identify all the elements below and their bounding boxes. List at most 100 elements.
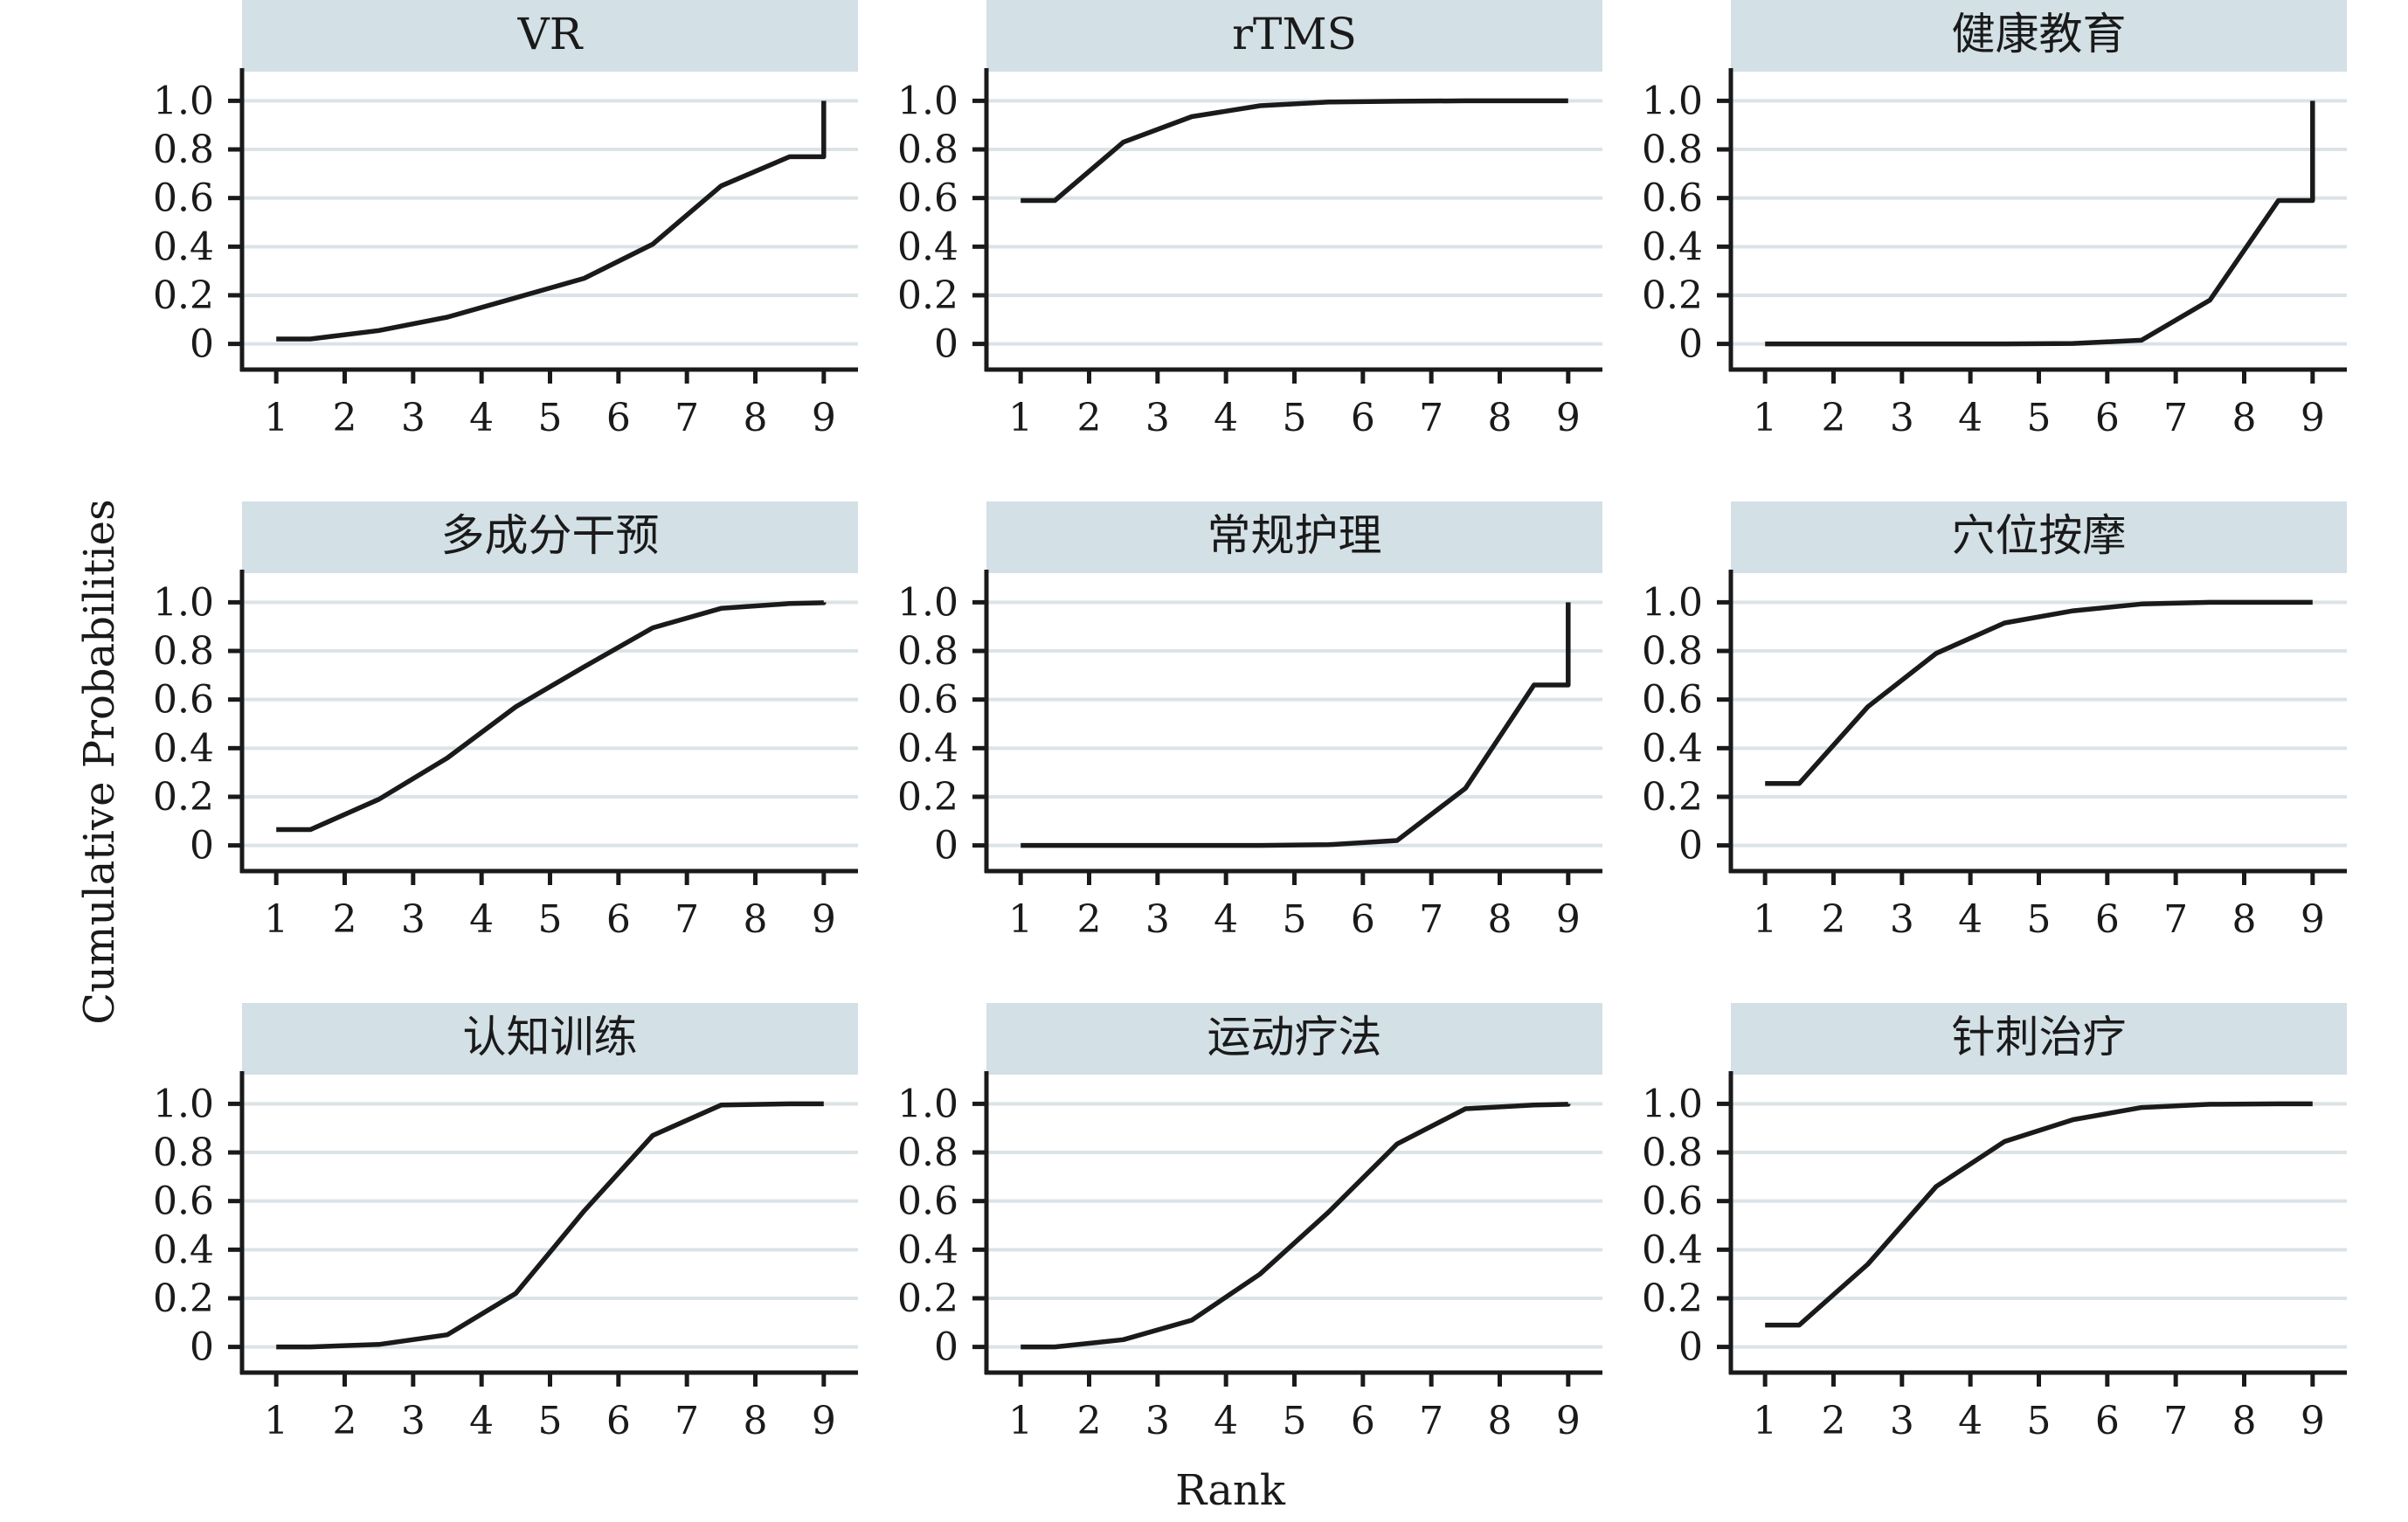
panel: 穴位按摩 00.20.40.60.81.0 1 2 3 4 5 6 7 8 9 [1642,502,2347,942]
series-line [1021,98,1568,204]
x-tick-label: 1 [1753,897,1777,942]
x-tick-label: 8 [744,1399,768,1443]
panel: 认知训练 00.20.40.6 0.8 1.0 1 2 3 4 5 6 7 8 9 [153,1003,858,1443]
y-tick-label: 0.2 [1642,775,1703,820]
y-tick-label: 1.0 [153,1082,214,1126]
y-tick-label: 0.2 [153,273,214,318]
y-tick-label: 0.6 [897,176,958,221]
y-tick-label: 0.6 [897,1180,958,1224]
series-line [276,100,827,342]
panel-title-strip [242,1003,858,1075]
x-tick-label: 1 [1008,1399,1033,1443]
panel-title: rTMS [1232,9,1357,59]
y-tick-label: 0.4 [1642,1228,1703,1272]
x-tick-label: 2 [333,897,357,942]
y-tick-label: 0.8 [1642,629,1703,674]
panel-title: 常规护理 [1207,510,1382,561]
panel-title-strip [1731,0,2347,72]
x-tick-label: 7 [675,1399,699,1443]
x-tick-label: 5 [1283,897,1307,942]
panel-title-strip [986,0,1602,72]
x-tick-label: 7 [1419,396,1443,440]
x-tick-label: 5 [1283,1399,1307,1443]
y-tick-label: 0.4 [897,1228,958,1272]
y-tick-label: 1.0 [1642,79,1703,123]
y-tick-label: 0.4 [153,1228,214,1272]
panel: 运动疗法 00.20.40.6 0.8 1.0 1 2 3 4 5 6 7 8 9 [897,1003,1602,1443]
y-tick-label: 0.8 [153,629,214,674]
y-tick-label: 1.0 [1642,1082,1703,1126]
series-line [1021,1102,1571,1350]
x-tick-label: 3 [401,1399,426,1443]
x-tick-label: 2 [1822,396,1846,440]
y-tick-label: 0 [934,824,958,868]
x-tick-label: 2 [1077,1399,1102,1443]
x-tick-label: 4 [1214,1399,1238,1443]
y-tick-label: 0.6 [1642,678,1703,723]
panel-title: 针刺治疗 [1952,1012,2127,1062]
panel-title: 穴位按摩 [1952,510,2127,561]
y-tick-label: 0.6 [153,176,214,221]
panel-title: 认知训练 [463,1012,638,1062]
panel: 针刺治疗 00.20.40.6 0.8 1.0 1 2 3 4 5 6 7 8 9 [1642,1003,2347,1443]
x-tick-label: 1 [1008,396,1033,440]
x-tick-label: 3 [1145,396,1170,440]
x-tick-label: 2 [1822,897,1846,942]
x-tick-label: 8 [2232,396,2257,440]
x-tick-label: 3 [1890,1399,1914,1443]
x-tick-label: 1 [1008,897,1033,942]
y-tick-label: 0 [934,322,958,367]
x-tick-label: 5 [2027,897,2052,942]
x-tick-label: 5 [538,396,563,440]
x-tick-label: 1 [264,396,288,440]
y-tick-label: 0.4 [897,726,958,771]
x-tick-label: 7 [675,396,699,440]
x-tick-label: 4 [469,396,494,440]
panel-title: 多成分干预 [441,510,660,561]
x-tick-label: 7 [2163,1399,2188,1443]
y-tick-label: 0.4 [1642,726,1703,771]
x-tick-label: 9 [1556,1399,1581,1443]
y-tick-label: 0 [1678,322,1703,367]
x-tick-label: 2 [1077,897,1102,942]
y-tick-label: 0.6 [153,1180,214,1224]
x-tick-label: 3 [1145,1399,1170,1443]
x-tick-label: 8 [744,897,768,942]
y-tick-label: 0.8 [897,128,958,172]
y-tick-label: 1.0 [153,79,214,123]
x-tick-label: 3 [401,897,426,942]
y-tick-label: 0.8 [1642,1131,1703,1175]
panel: VR 00.20.40.60.8 1.0 1 2 3 4 5 6 7 8 9 [153,0,858,440]
panel-title-strip [242,0,858,72]
x-tick-label: 5 [2027,396,2052,440]
y-tick-label: 0.8 [153,128,214,172]
panel: 常规护理 00.20.40.60.81.0 1 2 3 4 5 6 7 8 9 [897,502,1602,942]
x-tick-label: 5 [538,897,563,942]
y-tick-label: 1.0 [897,79,958,123]
panel-title-strip [986,502,1602,573]
x-tick-label: 9 [812,396,836,440]
x-tick-label: 6 [2095,396,2120,440]
x-tick-label: 4 [1958,897,1982,942]
x-tick-label: 4 [1958,396,1982,440]
y-tick-label: 0.8 [1642,128,1703,172]
x-tick-label: 6 [1351,897,1375,942]
x-tick-label: 1 [1753,396,1777,440]
x-tick-label: 4 [469,897,494,942]
x-tick-label: 8 [2232,1399,2257,1443]
panel: 健康教育 00.20.40.60.8 1.0 1 2 3 4 5 6 7 8 9 [1642,0,2347,440]
x-tick-label: 9 [812,897,836,942]
y-tick-label: 0.8 [897,1131,958,1175]
y-tick-label: 0.4 [153,225,214,269]
x-tick-label: 2 [333,1399,357,1443]
x-tick-label: 6 [2095,1399,2120,1443]
x-tick-label: 9 [2301,1399,2325,1443]
x-tick-label: 8 [1488,1399,1512,1443]
y-tick-label: 1.0 [1642,580,1703,625]
x-tick-label: 6 [606,396,631,440]
y-tick-label: 0.4 [897,225,958,269]
x-tick-label: 7 [2163,897,2188,942]
x-tick-label: 9 [1556,396,1581,440]
